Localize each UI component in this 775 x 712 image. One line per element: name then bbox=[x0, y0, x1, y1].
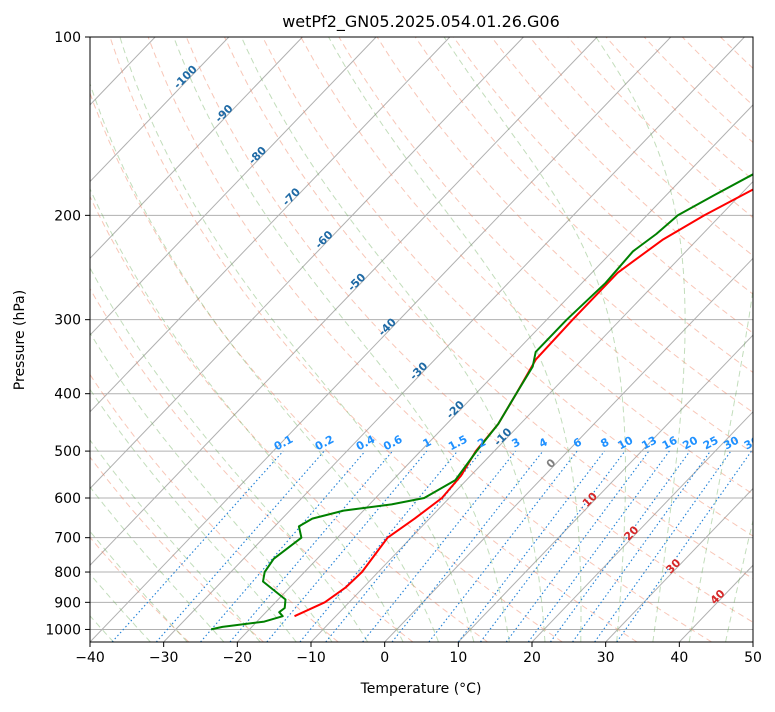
x-tick-label: −10 bbox=[296, 650, 326, 666]
x-tick-label: −30 bbox=[149, 650, 179, 666]
x-tick-label: −20 bbox=[223, 650, 253, 666]
y-tick-label: 400 bbox=[54, 387, 81, 403]
x-tick-label: 50 bbox=[744, 650, 762, 666]
y-tick-label: 900 bbox=[54, 595, 81, 611]
x-axis-label: Temperature (°C) bbox=[360, 681, 482, 697]
x-tick-label: 20 bbox=[523, 650, 541, 666]
y-tick-label: 200 bbox=[54, 208, 81, 224]
x-tick-label: 40 bbox=[670, 650, 688, 666]
x-tick-label: −40 bbox=[75, 650, 105, 666]
y-tick-label: 300 bbox=[54, 313, 81, 329]
y-tick-label: 600 bbox=[54, 491, 81, 507]
y-tick-label: 100 bbox=[54, 30, 81, 46]
x-tick-label: 10 bbox=[449, 650, 467, 666]
x-tick-label: 0 bbox=[380, 650, 389, 666]
y-axis-label: Pressure (hPa) bbox=[12, 290, 28, 390]
chart-title: wetPf2_GN05.2025.054.01.26.G06 bbox=[282, 12, 560, 32]
y-tick-label: 700 bbox=[54, 531, 81, 547]
y-tick-label: 500 bbox=[54, 444, 81, 460]
x-tick-label: 30 bbox=[597, 650, 615, 666]
y-tick-label: 1000 bbox=[45, 622, 81, 638]
y-tick-label: 800 bbox=[54, 565, 81, 581]
